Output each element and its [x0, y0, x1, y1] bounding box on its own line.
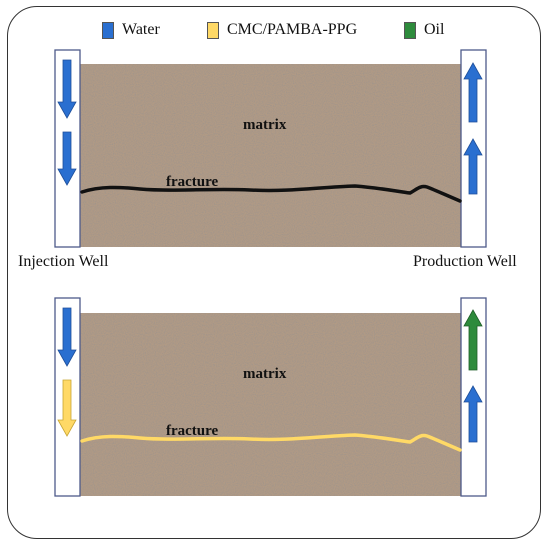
water-arrow-down-icon [57, 59, 77, 119]
water-swatch [102, 21, 114, 39]
legend-oil: Oil [404, 21, 444, 39]
rock-matrix-top [80, 64, 461, 247]
matrix-label-top: matrix [243, 117, 287, 133]
water-arrow-up-icon [463, 138, 483, 195]
production-well-label: Production Well [413, 253, 517, 270]
fracture-label-bottom: fracture [166, 423, 219, 439]
injection-well-label: Injection Well [18, 253, 109, 270]
rock-matrix-bottom [80, 313, 461, 496]
legend-ppg: CMC/PAMBA-PPG [207, 21, 357, 39]
water-arrow-down-icon [57, 307, 77, 367]
fracture-line-bottom [80, 433, 462, 452]
water-arrow-down-icon [57, 131, 77, 186]
ppg-swatch [207, 21, 219, 39]
fracture-line-top [80, 184, 462, 203]
oil-arrow-up-icon [463, 309, 483, 371]
legend-water-label: Water [122, 21, 160, 38]
water-arrow-up-icon [463, 385, 483, 443]
legend-ppg-label: CMC/PAMBA-PPG [227, 21, 358, 38]
water-arrow-up-icon [463, 62, 483, 123]
matrix-label-bottom: matrix [243, 366, 287, 382]
fracture-label-top: fracture [166, 174, 219, 190]
legend-water: Water [102, 21, 160, 39]
legend-oil-label: Oil [424, 21, 445, 38]
ppg-arrow-down-icon [57, 379, 77, 437]
oil-swatch [404, 21, 416, 39]
